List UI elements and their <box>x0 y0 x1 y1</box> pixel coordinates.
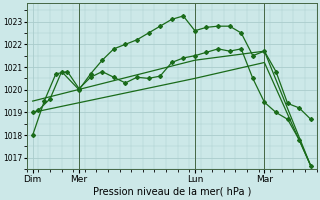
X-axis label: Pression niveau de la mer( hPa ): Pression niveau de la mer( hPa ) <box>92 187 251 197</box>
